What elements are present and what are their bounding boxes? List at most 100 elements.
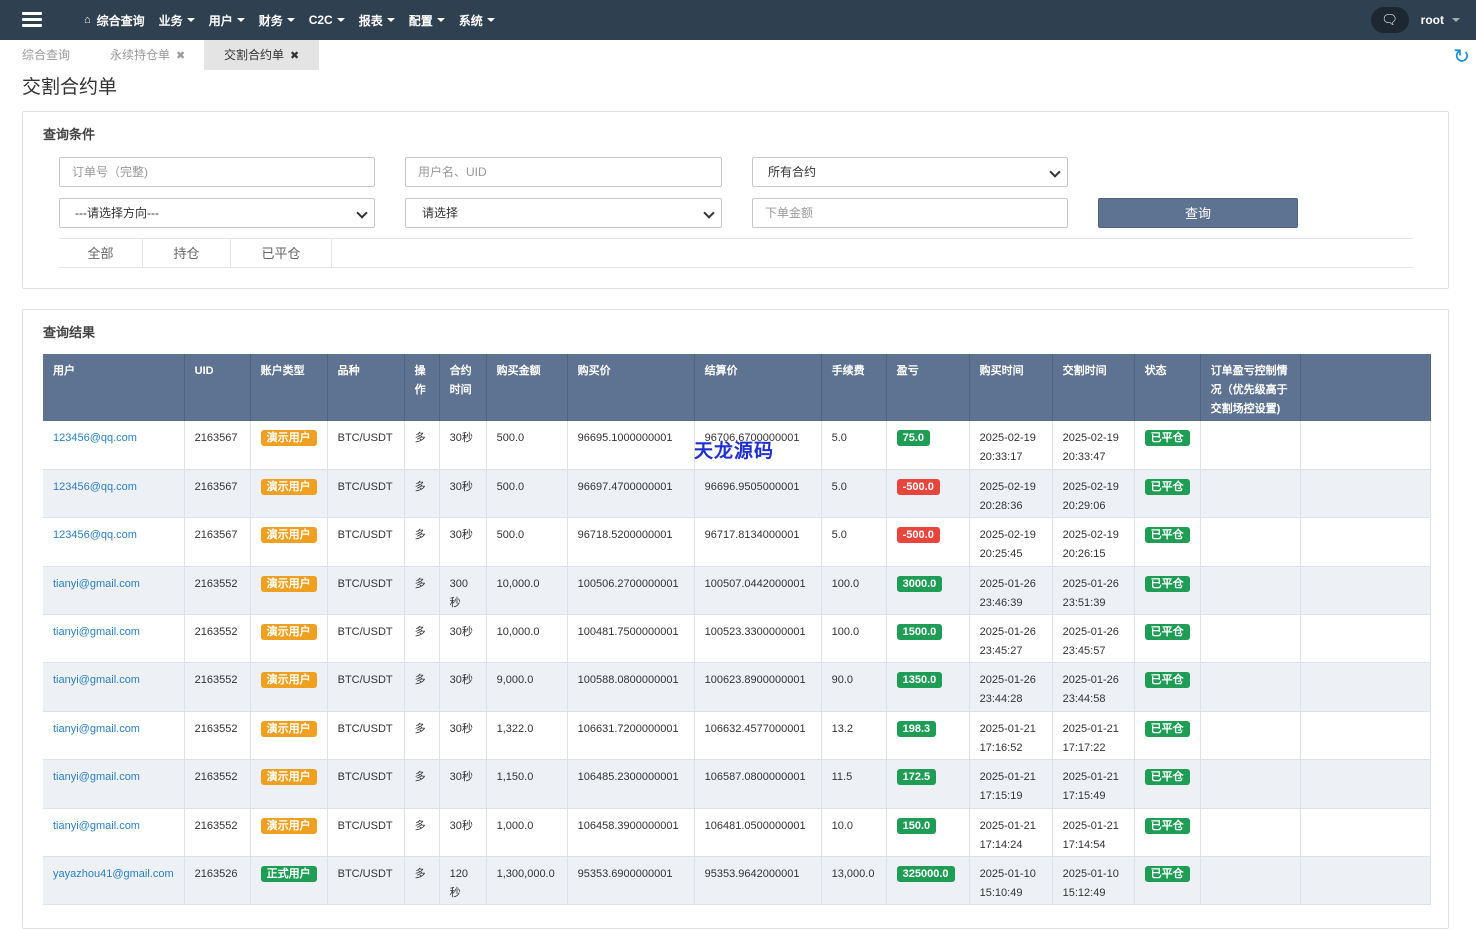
cell-account-type: 演示用户 xyxy=(250,711,328,761)
pnl-badge: 325000.0 xyxy=(896,866,955,883)
user-link[interactable]: tianyi@gmail.com xyxy=(53,771,140,784)
filter-tab-closed[interactable]: 已平仓 xyxy=(231,239,332,268)
cell-duration: 30秒 xyxy=(439,808,487,858)
cell-settle-price: 95353.9642000001 xyxy=(694,856,822,906)
table-header-row: 用户 UID 账户类型 品种 操作 合约时间 购买金额 购买价 结算价 手续费 … xyxy=(43,354,1431,421)
col-header: 状态 xyxy=(1134,354,1201,421)
pnl-badge: 75.0 xyxy=(896,430,931,446)
filter-tab-holding[interactable]: 持仓 xyxy=(143,239,231,268)
cell-direction: 多 xyxy=(404,614,440,664)
type-select[interactable]: 请选择 xyxy=(405,198,722,228)
close-icon[interactable]: ✖ xyxy=(176,50,186,62)
table-row: tianyi@gmail.com 2163552 演示用户 BTC/USDT 多 30秒 1… xyxy=(43,614,1431,664)
tab-delivery-contracts[interactable]: 交割合约单 ✖ xyxy=(204,40,319,70)
buy-date: 2025-01-26 xyxy=(979,626,1036,639)
refresh-icon[interactable]: ↻ xyxy=(1453,46,1470,68)
cell-direction: 多 xyxy=(404,662,440,712)
nav-item-system[interactable]: 系统 xyxy=(459,12,495,29)
user-link[interactable]: tianyi@gmail.com xyxy=(53,819,140,832)
nav-item-config[interactable]: 配置 xyxy=(409,12,445,29)
caret-down-icon xyxy=(186,18,195,22)
nav-item-reports[interactable]: 报表 xyxy=(359,12,395,29)
cell-pnl-control xyxy=(1200,517,1301,567)
settle-time: 20:33:47 xyxy=(1062,451,1106,463)
cell-duration: 30秒 xyxy=(439,759,487,809)
cell-extra xyxy=(1300,469,1431,519)
cell-amount: 500.0 xyxy=(486,517,568,567)
settle-date: 2025-01-26 xyxy=(1062,674,1119,687)
top-navbar: ⌂ 综合查询 业务 用户 财务 C2C 报表 配置 系统 🗨 root xyxy=(0,0,1476,40)
query-panel: 查询条件 订单号（完整) 用户名、UID 所有合约 ---请选择方向--- 请选… xyxy=(22,111,1449,289)
user-menu[interactable]: root xyxy=(1421,13,1460,27)
col-header: 操作 xyxy=(404,354,440,421)
cell-settle-time: 2025-02-19 20:26:15 xyxy=(1052,517,1135,567)
filter-tab-all[interactable]: 全部 xyxy=(59,239,143,268)
pnl-badge: 172.5 xyxy=(896,769,937,786)
col-header: 合约时间 xyxy=(439,354,487,421)
cell-status: 已平仓 xyxy=(1134,808,1201,858)
cell-duration: 30秒 xyxy=(439,469,487,519)
cell-settle-price: 106481.0500000001 xyxy=(694,808,822,858)
contract-select[interactable]: 所有合约 xyxy=(752,157,1068,187)
order-amount-input[interactable]: 下单金额 xyxy=(752,198,1068,228)
cell-buy-price: 100481.7500000001 xyxy=(567,614,695,664)
cell-status: 已平仓 xyxy=(1134,614,1201,664)
user-link[interactable]: 123456@qq.com xyxy=(53,432,137,444)
cell-fee: 5.0 xyxy=(821,469,887,519)
user-link[interactable]: tianyi@gmail.com xyxy=(53,674,140,687)
tab-perpetual-positions[interactable]: 永续持仓单 ✖ xyxy=(110,48,186,62)
table-row: tianyi@gmail.com 2163552 演示用户 BTC/USDT 多 300秒… xyxy=(43,566,1431,616)
user-link[interactable]: 123456@qq.com xyxy=(53,480,137,493)
cell-fee: 90.0 xyxy=(821,662,887,712)
cell-buy-price: 95353.6900000001 xyxy=(567,856,695,906)
menu-toggle-icon[interactable] xyxy=(0,0,64,40)
pnl-badge: 3000.0 xyxy=(896,575,943,592)
buy-date: 2025-02-19 xyxy=(979,529,1036,542)
settle-time: 20:29:06 xyxy=(1062,499,1106,512)
account-type-badge: 演示用户 xyxy=(260,430,317,446)
status-badge: 已平仓 xyxy=(1144,575,1190,592)
cell-uid: 2163552 xyxy=(184,566,251,616)
results-panel: 查询结果 用户 UID 账户类型 品种 操作 合约时间 购买金额 购买价 结算价… xyxy=(22,309,1449,929)
cell-user: tianyi@gmail.com xyxy=(43,759,185,809)
nav-item-finance[interactable]: 财务 xyxy=(259,12,295,29)
order-number-input[interactable]: 订单号（完整) xyxy=(59,157,375,187)
nav-item-overview[interactable]: ⌂ 综合查询 xyxy=(84,13,145,28)
cell-uid: 2163552 xyxy=(184,614,251,664)
tab-overview[interactable]: 综合查询 xyxy=(22,48,71,62)
caret-down-icon xyxy=(386,18,395,22)
user-link[interactable]: tianyi@gmail.com xyxy=(53,722,140,735)
nav-item-users[interactable]: 用户 xyxy=(209,12,245,29)
settle-time: 20:26:15 xyxy=(1062,548,1106,561)
cell-duration: 30秒 xyxy=(439,517,487,567)
cell-buy-time: 2025-02-19 20:25:45 xyxy=(969,517,1053,567)
cell-settle-price: 96717.8134000001 xyxy=(694,517,822,567)
direction-select[interactable]: ---请选择方向--- xyxy=(59,198,375,228)
query-button[interactable]: 查询 xyxy=(1098,198,1298,228)
cell-account-type: 演示用户 xyxy=(250,469,328,519)
user-link[interactable]: tianyi@gmail.com xyxy=(53,577,140,590)
cell-account-type: 演示用户 xyxy=(250,421,328,470)
nav-item-business[interactable]: 业务 xyxy=(159,12,195,29)
cell-uid: 2163552 xyxy=(184,662,251,712)
settle-date: 2025-01-21 xyxy=(1062,722,1119,735)
col-header: UID xyxy=(184,354,251,421)
nav-item-c2c[interactable]: C2C xyxy=(309,13,345,27)
chat-icon[interactable]: 🗨 xyxy=(1370,7,1409,33)
cell-settle-price: 96696.9505000001 xyxy=(694,469,822,519)
cell-amount: 1,300,000.0 xyxy=(486,856,568,906)
pnl-badge: 1500.0 xyxy=(896,624,943,641)
user-link[interactable]: tianyi@gmail.com xyxy=(53,626,140,639)
cell-pnl: 1500.0 xyxy=(886,614,970,664)
cell-symbol: BTC/USDT xyxy=(327,421,405,470)
status-badge: 已平仓 xyxy=(1144,478,1190,495)
user-link[interactable]: yayazhou41@gmail.com xyxy=(53,868,174,881)
username-uid-input[interactable]: 用户名、UID xyxy=(405,157,722,187)
settle-date: 2025-01-21 xyxy=(1062,771,1119,784)
user-link[interactable]: 123456@qq.com xyxy=(53,529,137,542)
cell-direction: 多 xyxy=(404,421,440,470)
close-icon[interactable]: ✖ xyxy=(290,50,300,62)
cell-amount: 10,000.0 xyxy=(486,614,568,664)
buy-time: 17:16:52 xyxy=(979,741,1023,754)
status-badge: 已平仓 xyxy=(1144,817,1190,834)
